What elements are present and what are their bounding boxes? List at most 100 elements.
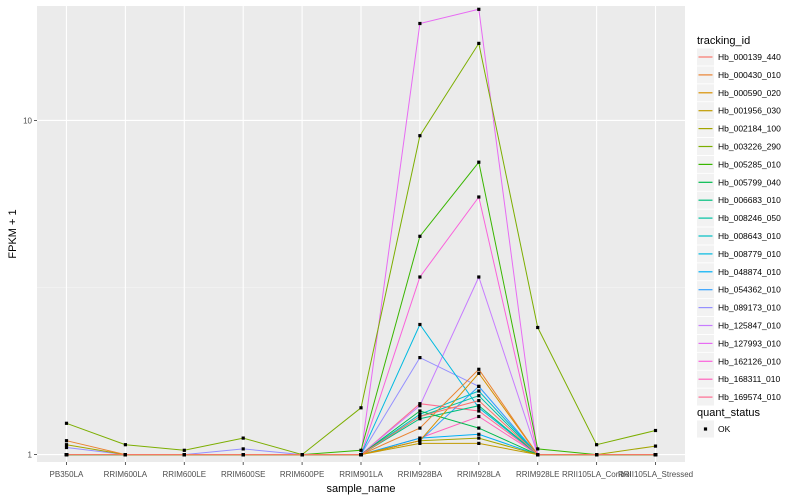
legend: tracking_id Hb_000139_440Hb_000430_010Hb… [697,35,781,406]
data-point [418,356,422,360]
data-point [477,195,481,199]
data-point [477,41,481,45]
y-axis: 1 10 [23,116,37,460]
legend-label: Hb_169574_010 [718,392,781,402]
legend-label: Hb_000139_440 [718,52,781,62]
legend-label: Hb_162126_010 [718,356,781,366]
legend-label: Hb_005285_010 [718,159,781,169]
legend-label: Hb_168311_010 [718,374,781,384]
legend-label: Hb_008643_010 [718,231,781,241]
data-point [477,367,481,371]
legend-label: Hb_089173_010 [718,303,781,313]
legend-label: Hb_005799_040 [718,177,781,187]
data-point [123,443,127,447]
legend-label: Hb_054362_010 [718,285,781,295]
data-point [418,404,422,408]
data-point [418,21,422,26]
data-point [418,426,422,430]
x-tick-label: RRIM600SE [221,470,265,479]
legend-label: Hb_000590_020 [718,88,781,98]
shape-legend-label: OK [718,424,731,434]
legend-label: Hb_001956_030 [718,106,781,116]
data-point [477,371,481,375]
data-point [64,443,69,447]
y-tick-label: 1 [28,451,33,460]
data-point [477,389,481,393]
data-point [595,443,599,447]
x-tick-label: RRIM928BA [398,470,443,479]
x-tick-label: RRIM600LE [162,470,206,479]
data-point [477,7,481,11]
x-tick-label: RRIM928LE [516,470,560,479]
data-point [182,448,186,452]
data-point [653,428,658,433]
data-point [359,453,363,457]
data-point [64,421,69,425]
shape-legend-title: quant_status [697,407,760,419]
data-point [418,134,422,138]
shape-legend: quant_status OK [697,407,760,438]
legend-label: Hb_127993_010 [718,338,781,348]
legend-label: Hb_000430_010 [718,70,781,80]
data-point [477,432,481,436]
data-point [359,406,363,410]
legend-label: Hb_002184_100 [718,124,781,134]
legend-title: tracking_id [697,35,750,47]
data-point [477,399,481,403]
x-tick-label: RRII105LA_Stressed [618,470,693,479]
data-point [64,439,69,443]
series-points [64,7,658,457]
data-point [477,441,481,445]
data-point [418,417,422,421]
data-point [300,453,304,457]
data-point [477,436,481,440]
data-point [536,325,540,330]
data-point [418,414,422,419]
legend-items: Hb_000139_440 Hb_000430_010 Hb_000590_020 H… [697,48,781,406]
legend-label: Hb_008779_010 [718,249,781,259]
data-point [418,275,422,279]
data-point [477,426,481,430]
data-point [241,436,245,440]
x-tick-label: RRIM600LA [104,470,148,479]
data-point [418,402,422,406]
legend-label: Hb_048874_010 [718,267,781,277]
legend-label: Hb_003226_290 [718,142,781,152]
data-point [359,448,363,452]
data-point [418,409,422,413]
data-point [241,447,245,451]
data-point [182,453,186,457]
x-tick-label: RRIM600PE [280,470,324,479]
x-tick-label: RRIM928LA [457,470,501,479]
data-point [64,453,69,457]
data-point [477,414,481,419]
data-point [653,444,658,448]
data-point [123,453,127,457]
x-axis: PB350LA RRIM600LA RRIM600LE RRIM600SE RRIM60… [50,462,693,479]
x-tick-label: PB350LA [50,470,84,479]
x-tick-label: RRII105LA_Control [562,470,632,479]
data-point [418,322,422,327]
shape-legend-swatch [703,427,708,431]
data-point [477,384,481,388]
data-point [477,275,481,279]
data-point [418,234,422,238]
data-point [477,404,481,408]
data-point [477,160,481,164]
data-point [536,453,540,457]
shape-legend-items: OK [697,420,731,438]
data-point [241,453,245,457]
data-point [477,406,481,410]
legend-label: Hb_008246_050 [718,213,781,223]
data-point [418,412,422,416]
data-point [477,409,481,413]
data-point [595,453,599,457]
data-point [418,436,422,440]
data-point [477,394,481,398]
data-point [418,439,422,443]
y-axis-title: FPKM + 1 [7,209,19,258]
data-point [64,445,69,450]
data-point [536,447,540,451]
x-tick-label: RRIM901LA [339,470,383,479]
